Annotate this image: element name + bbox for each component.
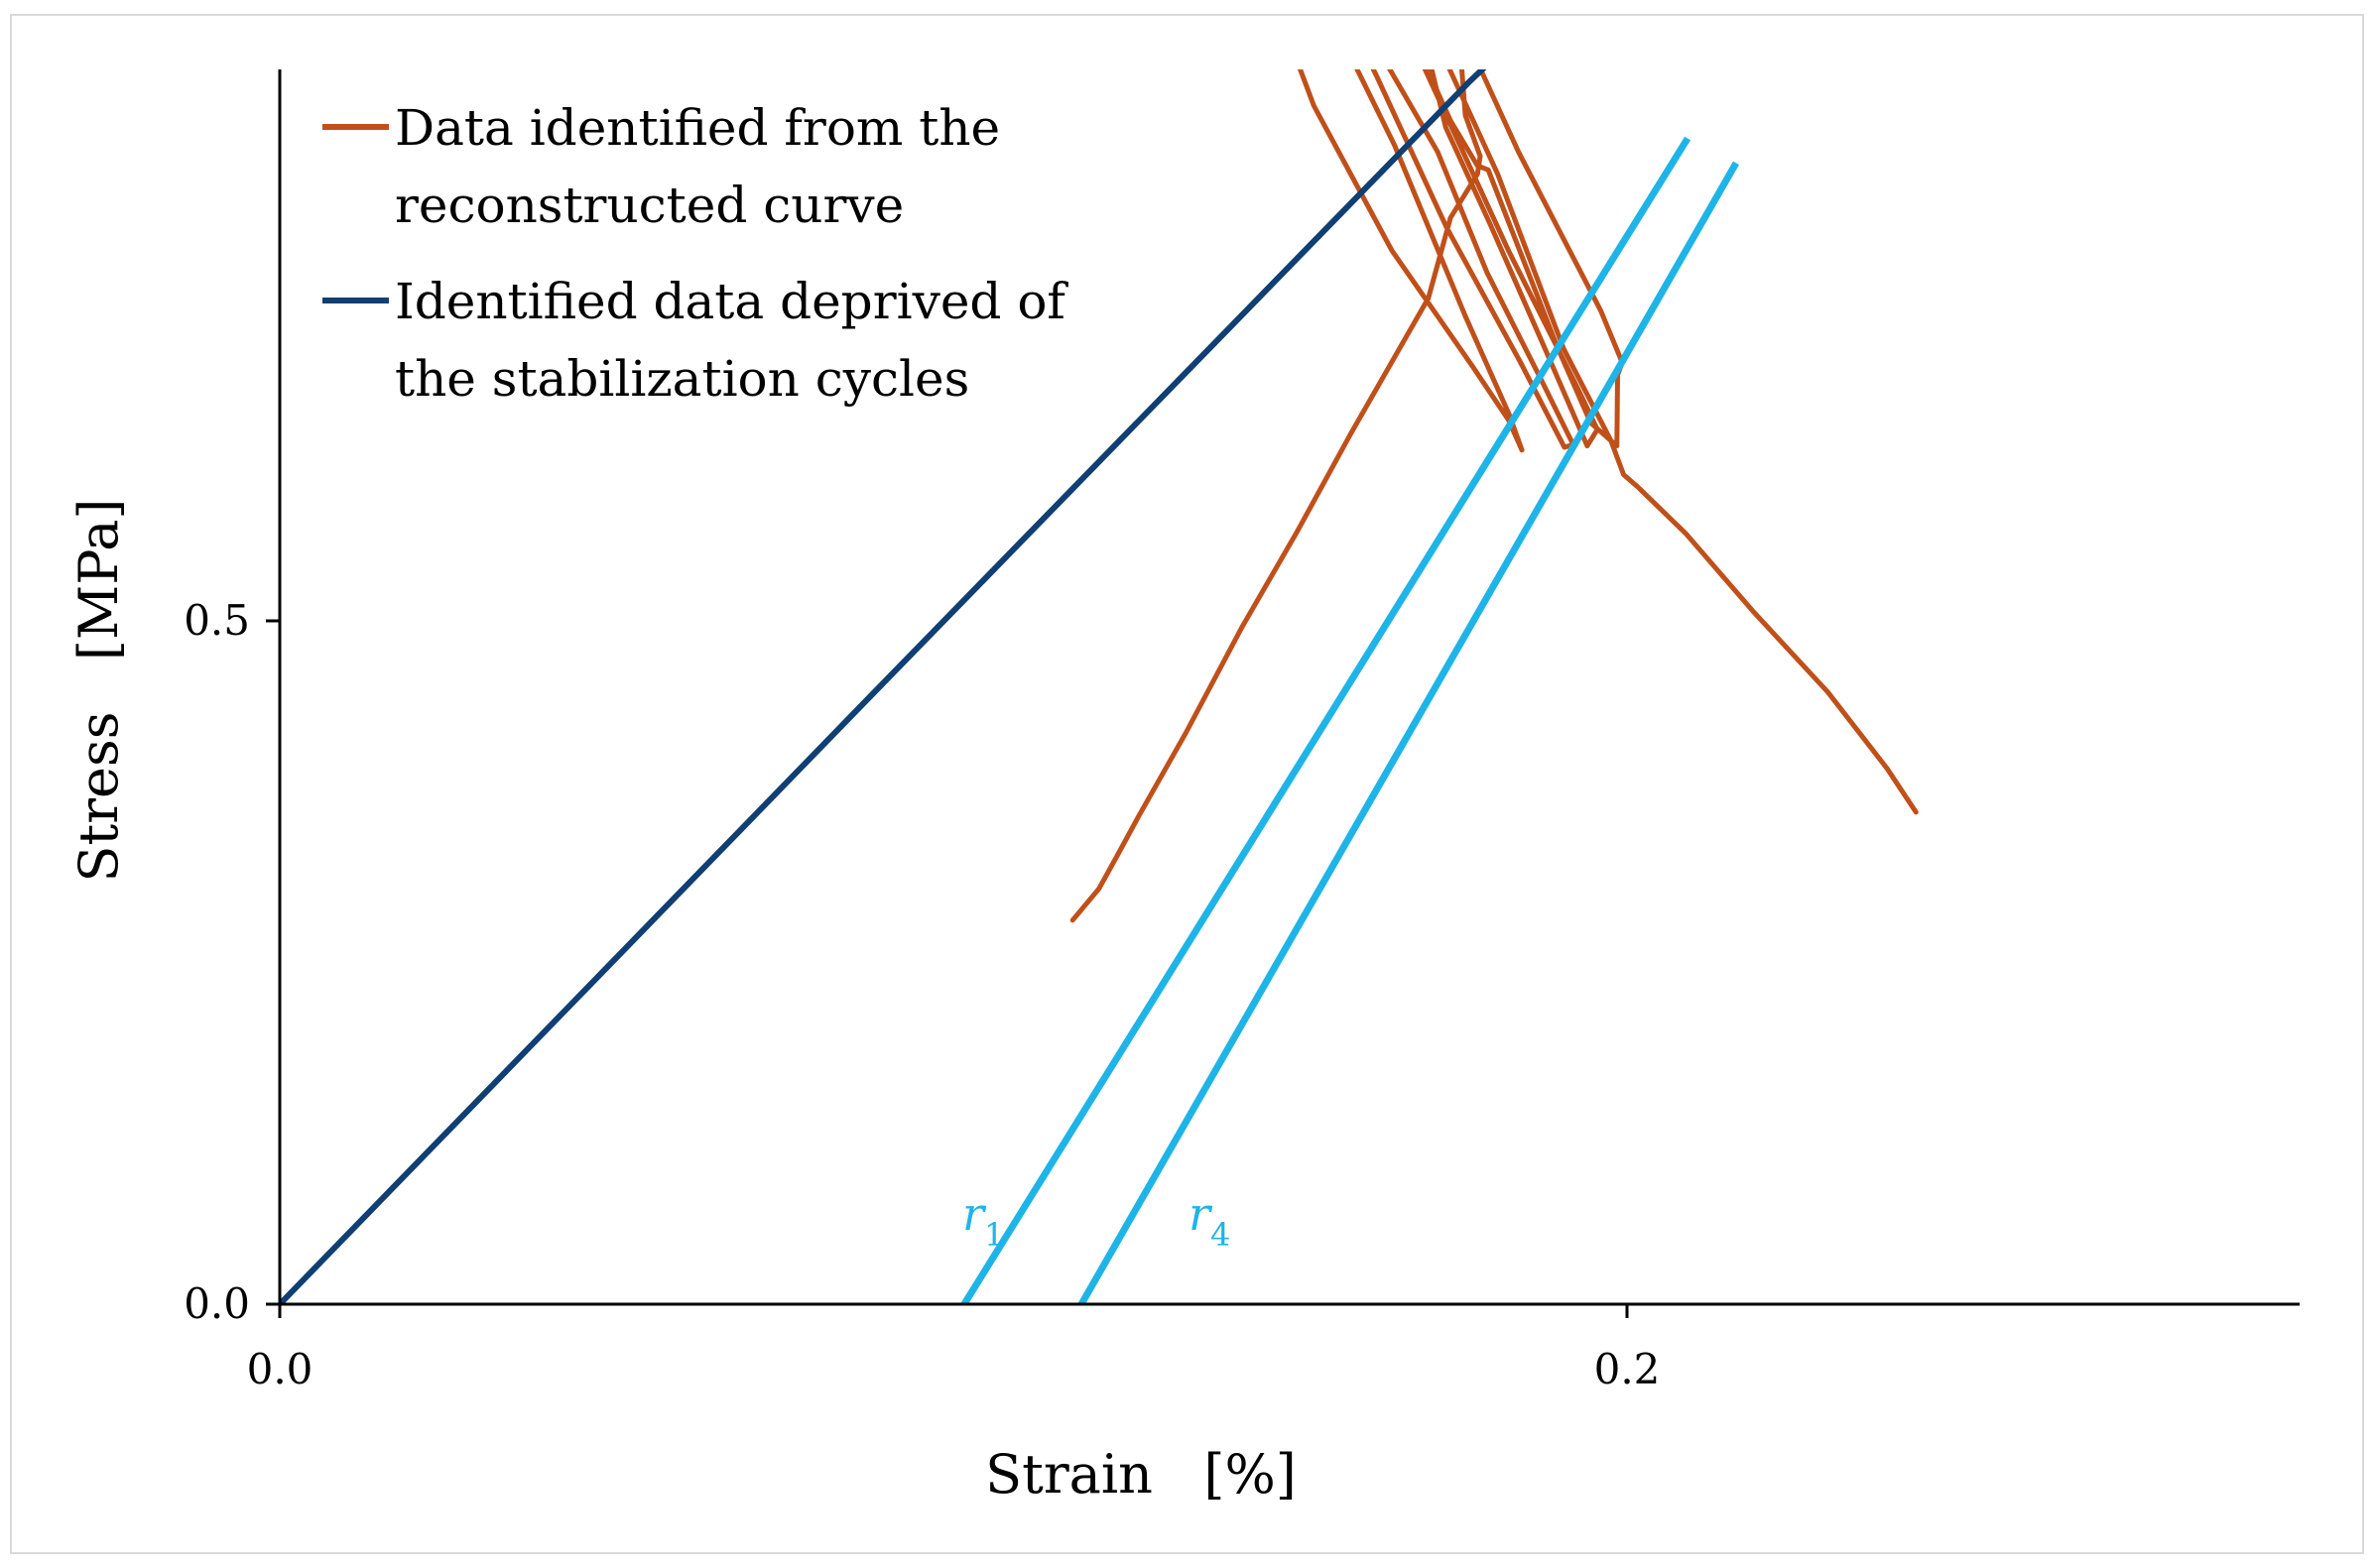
- axes: [266, 69, 2300, 1318]
- reference-line-r4: [1077, 161, 1740, 1304]
- x-axis-title: Strain [%]: [985, 1443, 1297, 1506]
- y-tick-label: 0.5: [184, 596, 250, 645]
- tick-labels: 0.0 0.2 0.0 0.5: [184, 596, 1660, 1393]
- y-axis-title: Stress [MPa]: [67, 499, 130, 883]
- reference-line-label-r1: r1: [962, 1187, 1004, 1254]
- legend-label-2-line-1: Identified data deprived of: [395, 273, 1068, 330]
- legend: Data identified from the reconstructed cu…: [322, 99, 1068, 408]
- legend-label-1-line-1: Data identified from the: [395, 99, 1000, 157]
- reference-line-label-r4: r4: [1189, 1187, 1230, 1254]
- reference-line-labels: r1 r4: [962, 1187, 1230, 1254]
- legend-label-1-line-2: reconstructed curve: [395, 177, 904, 234]
- figure-frame: [10, 14, 2364, 1554]
- series-line-2: [280, 69, 1487, 1304]
- plot-lines: [280, 69, 1919, 1304]
- x-tick-label: 0.0: [247, 1345, 313, 1393]
- y-tick-label: 0.0: [184, 1279, 250, 1328]
- legend-label-2-line-2: the stabilization cycles: [395, 350, 969, 408]
- series-line-1: [1069, 69, 1919, 923]
- reference-line-r1: [960, 136, 1691, 1304]
- x-tick-label: 0.2: [1594, 1345, 1661, 1393]
